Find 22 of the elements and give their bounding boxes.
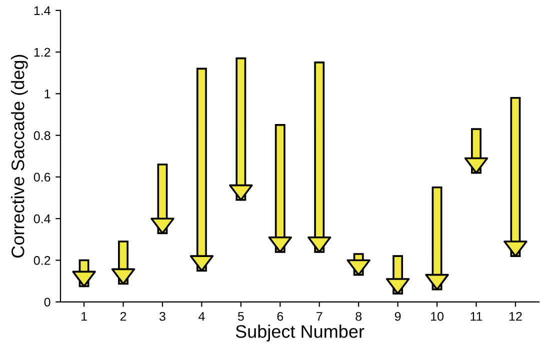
y-tick-label: 1 [44,90,50,98]
x-tick-label: 8 [356,312,362,321]
x-tick-label: 2 [120,312,126,321]
y-tick-label: 0.8 [34,131,50,140]
x-tick-label: 12 [509,312,522,321]
x-tick-label: 10 [431,312,444,321]
x-tick-label: 11 [470,312,482,321]
x-tick-label: 3 [159,312,166,321]
y-axis-title: Corrective Saccade (deg) [11,54,28,258]
y-tick-label: 1.2 [34,48,50,57]
y-tick-label: 0.6 [34,172,50,182]
x-tick-label: 7 [316,312,322,321]
x-tick-label: 5 [238,312,244,321]
x-tick-label: 6 [277,312,284,321]
x-tick-label: 1 [82,312,87,321]
y-tick-label: 0 [44,298,50,307]
y-tick-label: 0.4 [34,214,50,224]
y-tick-label: 0.2 [34,256,50,265]
x-tick-label: 9 [394,312,401,321]
x-tick-label: 4 [198,312,205,321]
x-axis-title: Subject Number [236,324,364,342]
y-tick-label: 1.4 [34,6,50,15]
